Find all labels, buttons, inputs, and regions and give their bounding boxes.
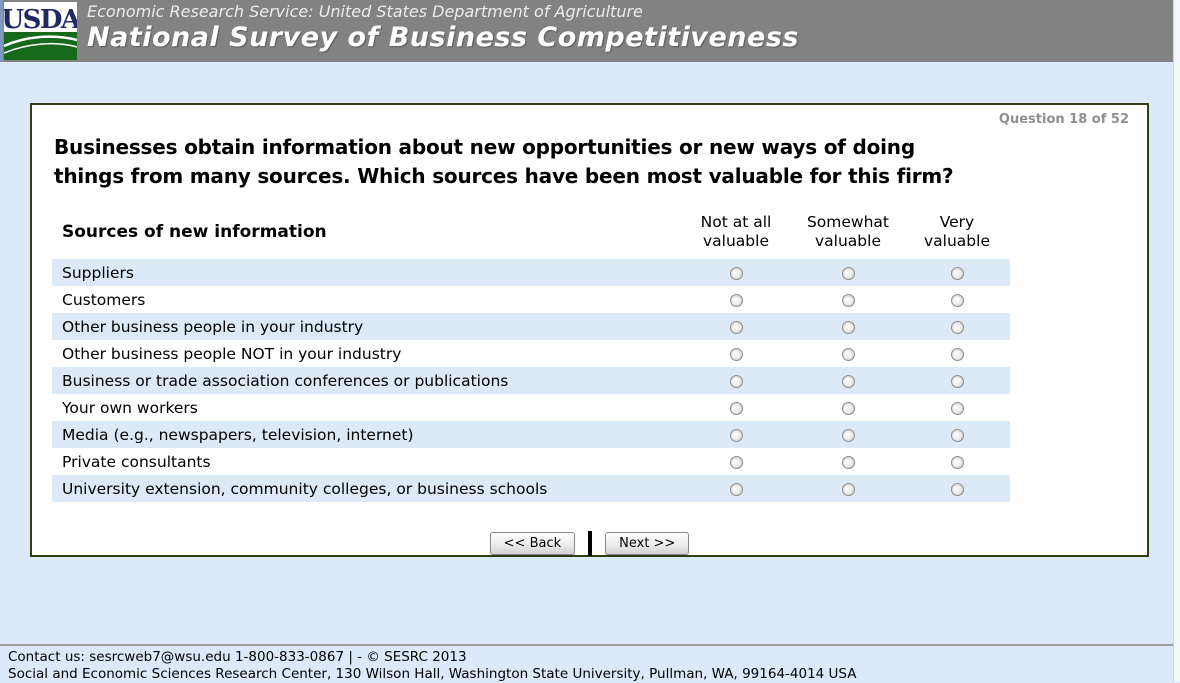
back-button[interactable]: << Back (489, 532, 576, 555)
table-row: Private consultants (52, 448, 1010, 475)
row-label: Private consultants (62, 452, 211, 471)
radio-cell (680, 317, 792, 336)
radio-very-valuable[interactable] (950, 402, 964, 415)
table-row: Other business people in your industry (52, 313, 1010, 340)
radio-cell (792, 398, 904, 417)
agency-line: Economic Research Service: United States… (87, 2, 643, 21)
table-row: Media (e.g., newspapers, television, int… (52, 421, 1010, 448)
radio-cell (680, 398, 792, 417)
radio-somewhat-valuable[interactable] (841, 456, 855, 469)
radio-cell (680, 479, 792, 498)
radio-cell (904, 452, 1010, 471)
radio-not-at-all-valuable[interactable] (729, 483, 743, 496)
radio-cell (792, 344, 904, 363)
table-row: Business or trade association conference… (52, 367, 1010, 394)
radio-not-at-all-valuable[interactable] (729, 321, 743, 334)
radio-cell (792, 371, 904, 390)
radio-cell (904, 344, 1010, 363)
radio-cell (680, 452, 792, 471)
radio-cell (680, 371, 792, 390)
radio-somewhat-valuable[interactable] (841, 294, 855, 307)
radio-not-at-all-valuable[interactable] (729, 294, 743, 307)
radio-somewhat-valuable[interactable] (841, 321, 855, 334)
radio-cell (792, 290, 904, 309)
radio-not-at-all-valuable[interactable] (729, 429, 743, 442)
radio-somewhat-valuable[interactable] (841, 429, 855, 442)
radio-somewhat-valuable[interactable] (841, 375, 855, 388)
table-row: Other business people NOT in your indust… (52, 340, 1010, 367)
page-header: USDA Economic Research Service: United S… (0, 0, 1173, 62)
radio-very-valuable[interactable] (950, 267, 964, 280)
page-footer: Contact us: sesrcweb7@wsu.edu 1-800-833-… (0, 644, 1173, 683)
footer-contact-line: Contact us: sesrcweb7@wsu.edu 1-800-833-… (8, 649, 467, 665)
row-label: University extension, community colleges… (62, 479, 548, 498)
table-row: Your own workers (52, 394, 1010, 421)
footer-address-line: Social and Economic Sciences Research Ce… (8, 666, 857, 682)
table-header-row: Sources of new information Not at all va… (52, 208, 1010, 256)
radio-cell (792, 263, 904, 282)
question-panel: Question 18 of 52 Businesses obtain info… (30, 103, 1149, 557)
nav-buttons: << Back Next >> (32, 531, 1147, 556)
radio-very-valuable[interactable] (950, 294, 964, 307)
row-label: Customers (62, 290, 146, 309)
radio-cell (904, 263, 1010, 282)
radio-not-at-all-valuable[interactable] (729, 375, 743, 388)
table-row-header: Sources of new information (62, 222, 327, 242)
question-line-1: Businesses obtain information about new … (54, 135, 915, 159)
table-row: Suppliers (52, 259, 1010, 286)
radio-very-valuable[interactable] (950, 321, 964, 334)
row-label: Suppliers (62, 263, 134, 282)
table-row: University extension, community colleges… (52, 475, 1010, 502)
page-right-edge (1173, 0, 1180, 682)
radio-cell (792, 452, 904, 471)
radio-somewhat-valuable[interactable] (841, 267, 855, 280)
survey-title: National Survey of Business Competitiven… (87, 22, 799, 53)
radio-cell (904, 317, 1010, 336)
row-label: Your own workers (62, 398, 198, 417)
radio-very-valuable[interactable] (950, 348, 964, 361)
radio-very-valuable[interactable] (950, 429, 964, 442)
button-separator (588, 531, 593, 556)
radio-somewhat-valuable[interactable] (841, 348, 855, 361)
radio-cell (904, 398, 1010, 417)
table-row: Customers (52, 286, 1010, 313)
usda-logo: USDA (1, 2, 83, 60)
question-line-2: things from many sources. Which sources … (54, 164, 954, 188)
radio-cell (680, 263, 792, 282)
row-label: Other business people NOT in your indust… (62, 344, 402, 363)
column-header-not-at-all: Not at all valuable (700, 213, 772, 250)
column-header-somewhat: Somewhat valuable (806, 213, 890, 250)
radio-cell (680, 425, 792, 444)
radio-somewhat-valuable[interactable] (841, 402, 855, 415)
radio-cell (792, 425, 904, 444)
row-label: Business or trade association conference… (62, 371, 509, 390)
question-progress: Question 18 of 52 (998, 112, 1129, 127)
row-label: Media (e.g., newspapers, television, int… (62, 425, 414, 444)
radio-cell (680, 344, 792, 363)
row-label: Other business people in your industry (62, 317, 364, 336)
radio-cell (904, 371, 1010, 390)
radio-not-at-all-valuable[interactable] (729, 456, 743, 469)
radio-very-valuable[interactable] (950, 456, 964, 469)
radio-cell (792, 479, 904, 498)
radio-very-valuable[interactable] (950, 375, 964, 388)
radio-not-at-all-valuable[interactable] (729, 402, 743, 415)
radio-not-at-all-valuable[interactable] (729, 348, 743, 361)
question-text: Businesses obtain information about new … (54, 133, 1064, 191)
radio-cell (792, 317, 904, 336)
radio-very-valuable[interactable] (950, 483, 964, 496)
radio-cell (680, 290, 792, 309)
next-button[interactable]: Next >> (605, 532, 690, 555)
radio-not-at-all-valuable[interactable] (729, 267, 743, 280)
sources-table: Sources of new information Not at all va… (52, 208, 1010, 502)
column-header-very: Very valuable (924, 213, 990, 250)
radio-somewhat-valuable[interactable] (841, 483, 855, 496)
usda-logo-icon: USDA (1, 2, 83, 60)
radio-cell (904, 479, 1010, 498)
radio-cell (904, 425, 1010, 444)
svg-text:USDA: USDA (4, 5, 77, 35)
radio-cell (904, 290, 1010, 309)
